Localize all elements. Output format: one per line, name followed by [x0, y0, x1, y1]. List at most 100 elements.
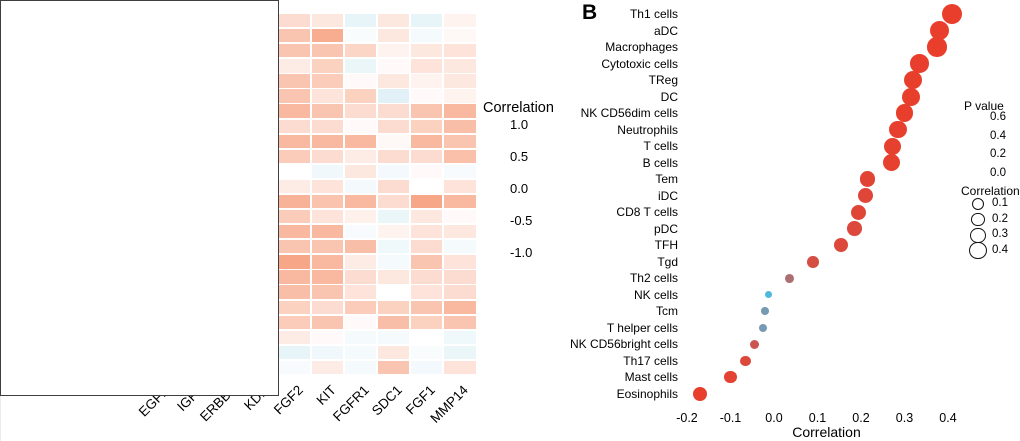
heatmap-cell: [278, 240, 311, 254]
lollipop-row-label: aDC: [653, 23, 678, 38]
size-legend-circle: [971, 212, 985, 227]
heatmap-cell: [411, 330, 443, 344]
heatmap-cell: [345, 59, 377, 73]
heatmap-cell: [278, 345, 311, 360]
lollipop-dot: [851, 204, 867, 220]
heatmap-cell: [312, 225, 344, 239]
lollipop-row-label: Tcm: [656, 304, 678, 319]
heatmap-cell: [278, 330, 311, 344]
heatmap-cell: [345, 29, 377, 43]
lollipop-dot: [740, 355, 751, 367]
lollipop-row-label: NK cells: [633, 287, 678, 302]
heatmap-cell: [345, 44, 377, 58]
heatmap-cell: [312, 119, 344, 133]
heatmap-cell: [444, 134, 476, 148]
heatmap-cell: [312, 270, 344, 284]
heatmap-cell: [345, 315, 377, 329]
heatmap-cell: [345, 179, 377, 194]
heatmap-cell: [411, 225, 443, 239]
lollipop-dot: [901, 87, 921, 106]
heatmap-cell: [444, 300, 476, 314]
heatmap-cell: [278, 179, 311, 194]
lollipop-dot: [882, 154, 900, 172]
lollipop-row-label: B cells: [642, 155, 678, 170]
lollipop-row-label: Th17 cells: [623, 353, 678, 368]
heatmap-cell: [444, 240, 476, 254]
heatmap-cell: [411, 285, 443, 299]
heatmap-cell: [312, 330, 344, 344]
heatmap-cell: [378, 59, 410, 73]
heatmap-cell: [411, 44, 443, 58]
lollipop-row-label: iDC: [658, 188, 678, 203]
x-axis-title: Correlation: [792, 424, 861, 440]
lollipop-dot: [807, 255, 819, 268]
heatmap-cell: [411, 255, 443, 269]
lollipop-dot: [857, 187, 874, 204]
colorbar-tick-label: -0.5: [510, 213, 533, 228]
colorbar-tick-label: -1.0: [510, 245, 533, 260]
colorbar-tick-label: 0.5: [510, 149, 529, 164]
heatmap-cell: [312, 315, 344, 329]
lollipop-dot: [761, 307, 770, 316]
heatmap-cell: [312, 345, 344, 360]
heatmap-cell: [345, 300, 377, 314]
heatmap-cell: [444, 330, 476, 344]
heatmap-cell: [411, 360, 443, 375]
heatmap-cell: [312, 210, 344, 224]
heatmap-cell: [345, 74, 377, 88]
lollipop-dot: [895, 104, 914, 122]
heatmap-cell: [345, 270, 377, 284]
heatmap-cell: [312, 300, 344, 314]
heatmap-cell: [278, 360, 311, 375]
heatmap-cell: [345, 134, 377, 148]
heatmap-cell: [411, 134, 443, 148]
pvalue-tick-label: 0.6: [990, 111, 1006, 123]
gridline-vertical: [0, 396, 1, 441]
lollipop-row-label: Mast cells: [624, 370, 678, 385]
heatmap-cell: [444, 225, 476, 239]
lollipop-row-label: TFH: [654, 238, 678, 253]
heatmap-cell: [278, 119, 311, 133]
heatmap-cell: [378, 270, 410, 284]
heatmap-cell: [411, 104, 443, 118]
heatmap-cell: [312, 134, 344, 148]
lollipop-row-label: NK CD56dim cells: [580, 106, 678, 121]
lollipop-dot: [847, 221, 862, 237]
heatmap-cell: [278, 300, 311, 314]
heatmap-cell: [378, 179, 410, 194]
heatmap-cell: [345, 119, 377, 133]
pvalue-tick-label: 0.0: [990, 166, 1006, 179]
heatmap-cell: [378, 164, 410, 179]
lollipop-row-label: Th1 cells: [629, 7, 678, 21]
lollipop-dot: [927, 37, 947, 57]
heatmap-cell: [345, 255, 377, 269]
heatmap-cell: [345, 345, 377, 360]
heatmap-cell: [378, 104, 410, 118]
heatmap-cell: [312, 104, 344, 118]
heatmap-cell: [312, 194, 344, 209]
heatmap-cell: [345, 240, 377, 254]
heatmap-cell: [411, 179, 443, 194]
heatmap-cell: [444, 315, 476, 329]
pvalue-tick-label: 0.4: [990, 129, 1006, 142]
heatmap-cell: [444, 210, 476, 224]
heatmap-cell: [312, 360, 344, 375]
heatmap-cell: [312, 59, 344, 73]
heatmap-cell: [378, 14, 410, 28]
x-tick-label: 0.3: [895, 411, 914, 425]
heatmap-cell: [378, 29, 410, 43]
x-tick-label: -0.1: [719, 411, 742, 425]
heatmap-cell: [278, 194, 311, 209]
heatmap-cell: [345, 360, 377, 375]
lollipop-dot: [910, 54, 929, 73]
heatmap-cell: [312, 285, 344, 299]
heatmap-cell: [378, 149, 410, 164]
heatmap-cell: [312, 240, 344, 254]
heatmap-cell: [345, 164, 377, 179]
x-tick-label: 0.2: [852, 411, 870, 425]
heatmap-cell: [345, 149, 377, 164]
heatmap-cell: [444, 285, 476, 299]
heatmap-cell: [411, 29, 443, 43]
lollipop-dot: [765, 291, 773, 299]
